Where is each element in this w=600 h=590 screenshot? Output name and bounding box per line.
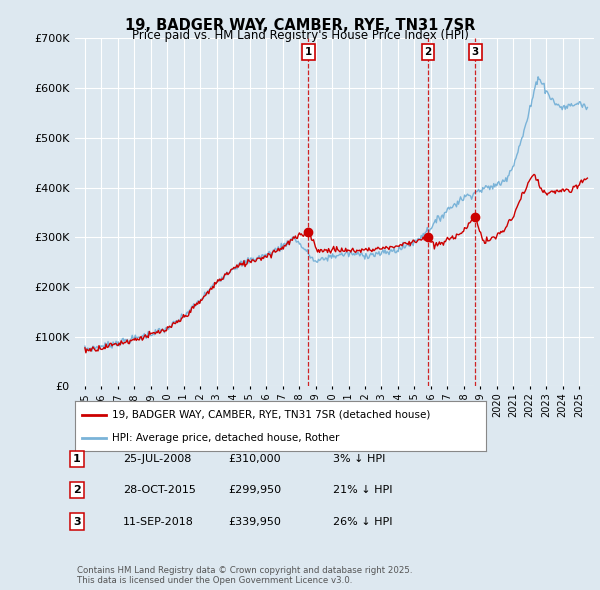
Text: 21% ↓ HPI: 21% ↓ HPI xyxy=(333,486,392,495)
Text: 28-OCT-2015: 28-OCT-2015 xyxy=(123,486,196,495)
Text: 3: 3 xyxy=(73,517,80,526)
Text: £299,950: £299,950 xyxy=(228,486,281,495)
Text: £339,950: £339,950 xyxy=(228,517,281,526)
Text: Contains HM Land Registry data © Crown copyright and database right 2025.
This d: Contains HM Land Registry data © Crown c… xyxy=(77,566,412,585)
Text: 11-SEP-2018: 11-SEP-2018 xyxy=(123,517,194,526)
Text: 19, BADGER WAY, CAMBER, RYE, TN31 7SR (detached house): 19, BADGER WAY, CAMBER, RYE, TN31 7SR (d… xyxy=(112,409,430,419)
Text: 2: 2 xyxy=(73,486,80,495)
Text: Price paid vs. HM Land Registry's House Price Index (HPI): Price paid vs. HM Land Registry's House … xyxy=(131,30,469,42)
Text: 26% ↓ HPI: 26% ↓ HPI xyxy=(333,517,392,526)
Text: 3: 3 xyxy=(472,47,479,57)
Text: 25-JUL-2008: 25-JUL-2008 xyxy=(123,454,191,464)
Text: 1: 1 xyxy=(305,47,312,57)
Text: HPI: Average price, detached house, Rother: HPI: Average price, detached house, Roth… xyxy=(112,433,340,443)
Text: 2: 2 xyxy=(424,47,432,57)
Text: 1: 1 xyxy=(73,454,80,464)
Text: £310,000: £310,000 xyxy=(228,454,281,464)
Text: 19, BADGER WAY, CAMBER, RYE, TN31 7SR: 19, BADGER WAY, CAMBER, RYE, TN31 7SR xyxy=(125,18,475,32)
Text: 3% ↓ HPI: 3% ↓ HPI xyxy=(333,454,385,464)
